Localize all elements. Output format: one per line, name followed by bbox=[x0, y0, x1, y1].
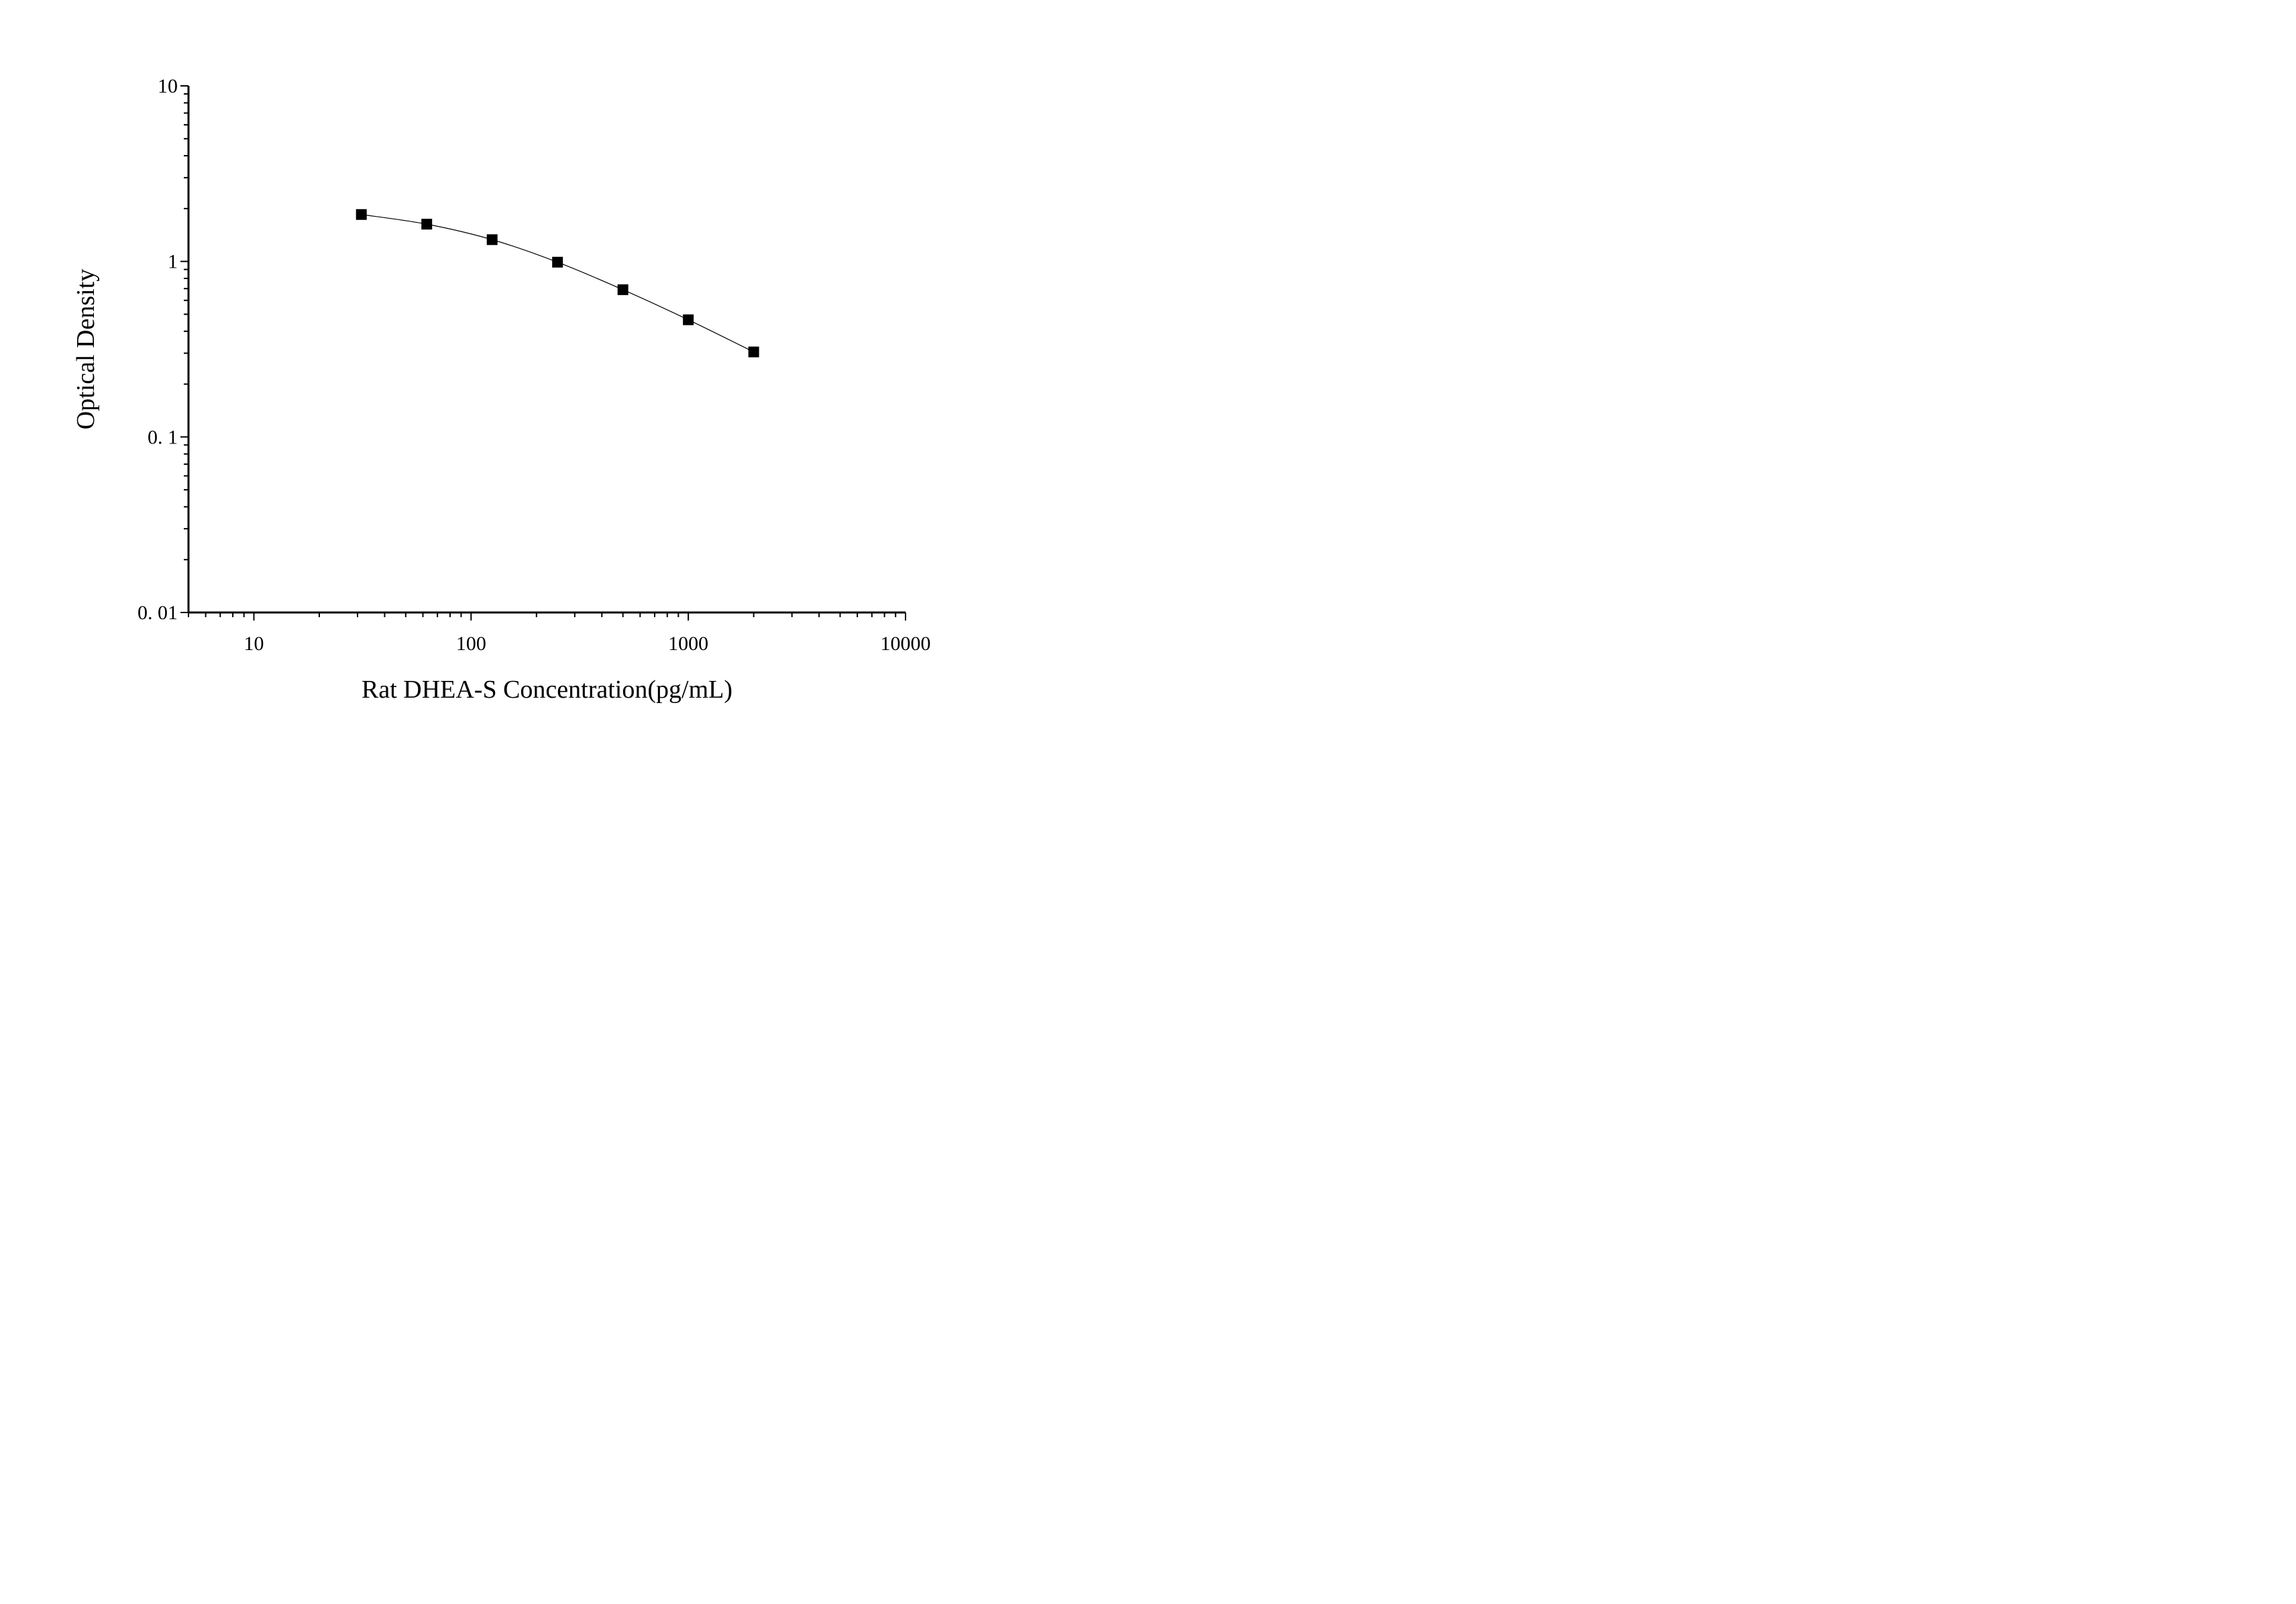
x-axis-title: Rat DHEA-S Concentration(pg/mL) bbox=[362, 676, 732, 704]
data-point bbox=[683, 314, 694, 325]
data-point bbox=[748, 346, 759, 358]
data-point bbox=[617, 284, 628, 295]
y-tick-label: 0. 1 bbox=[148, 426, 178, 448]
data-point bbox=[552, 256, 563, 268]
y-axis-title: Optical Density bbox=[72, 269, 100, 430]
x-tick-label: 1000 bbox=[668, 633, 708, 655]
tick-labels: 10 100 1000 10000 0. 01 0. 1 1 10 bbox=[138, 75, 931, 655]
x-tick-label: 10 bbox=[243, 633, 264, 655]
data-points bbox=[356, 209, 759, 358]
x-tick-label: 10000 bbox=[881, 633, 931, 655]
data-point bbox=[486, 234, 498, 246]
data-point bbox=[356, 209, 367, 220]
x-tick-label: 100 bbox=[456, 633, 486, 655]
data-point bbox=[421, 219, 433, 230]
y-tick-label: 1 bbox=[168, 251, 178, 273]
axis-ticks bbox=[180, 85, 906, 621]
y-tick-label: 10 bbox=[158, 75, 178, 97]
calibration-chart: 10 100 1000 10000 0. 01 0. 1 1 10 Rat DHEA-S Co… bbox=[72, 75, 931, 704]
fitted-curve bbox=[361, 214, 754, 353]
y-tick-label: 0. 01 bbox=[138, 602, 178, 624]
